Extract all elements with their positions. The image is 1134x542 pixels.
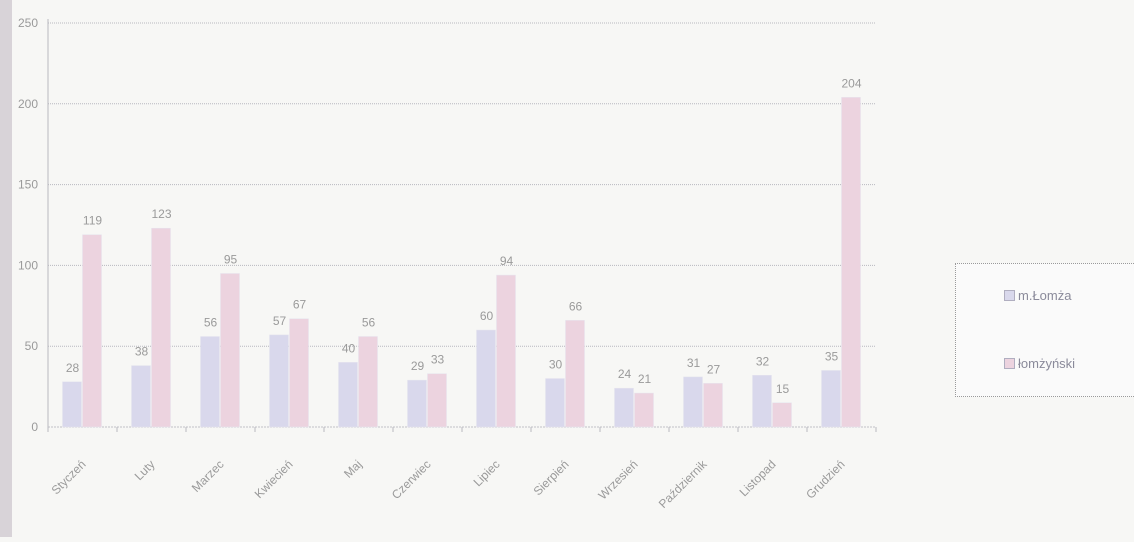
bar-series-2-5 xyxy=(427,373,447,428)
x-tick-label-0: Styczeń xyxy=(49,457,89,497)
data-label-series-2-4: 56 xyxy=(362,316,376,330)
bar-series-2-10 xyxy=(772,402,792,428)
bar-series-2-3 xyxy=(289,318,309,428)
y-tick-label-150: 150 xyxy=(18,178,38,192)
bar-series-1-6 xyxy=(476,329,496,428)
x-tick-label-1: Luty xyxy=(132,457,158,483)
x-tick-label-4: Maj xyxy=(341,457,365,481)
bar-series-2-2 xyxy=(220,273,240,428)
data-label-series-2-5: 33 xyxy=(431,353,445,367)
x-tick-label-10: Listopad xyxy=(737,457,779,499)
bar-series-1-9 xyxy=(683,376,703,428)
bar-series-1-2 xyxy=(200,336,220,428)
bar-series-1-11 xyxy=(821,370,841,428)
bar-series-1-7 xyxy=(545,378,565,428)
legend-item-series-2: łomżyński xyxy=(1004,356,1075,371)
legend-label-series-2: łomżyński xyxy=(1018,356,1076,371)
y-tick-label-50: 50 xyxy=(25,339,39,353)
bar-series-1-8 xyxy=(614,387,634,428)
data-label-series-1-4: 40 xyxy=(342,341,356,355)
data-label-series-2-11: 204 xyxy=(841,76,861,90)
y-tick-label-200: 200 xyxy=(18,97,38,111)
data-label-series-1-5: 29 xyxy=(411,359,425,373)
bar-series-1-4 xyxy=(338,362,358,428)
bar-series-2-1 xyxy=(151,227,171,428)
data-label-series-2-9: 27 xyxy=(707,362,721,376)
y-tick-label-250: 250 xyxy=(18,16,38,30)
bar-series-1-3 xyxy=(269,334,289,428)
x-tick-label-11: Grudzień xyxy=(803,457,847,501)
y-tick-label-100: 100 xyxy=(18,258,38,272)
bar-series-2-6 xyxy=(496,274,516,428)
page-edge-strip xyxy=(0,0,12,537)
bar-series-2-7 xyxy=(565,320,585,428)
data-label-series-1-9: 31 xyxy=(687,356,701,370)
data-label-series-1-11: 35 xyxy=(825,349,839,363)
data-label-series-2-0: 119 xyxy=(83,214,102,228)
legend-item-series-1: m.Łomża xyxy=(1004,288,1071,303)
bar-series-1-10 xyxy=(752,375,772,428)
data-label-series-1-7: 30 xyxy=(549,358,563,372)
bar-series-1-0 xyxy=(62,381,82,428)
data-label-series-1-3: 57 xyxy=(273,314,287,328)
bar-series-2-9 xyxy=(703,383,723,428)
legend-swatch-series-2 xyxy=(1004,358,1015,369)
bar-series-2-11 xyxy=(841,97,861,428)
bar-series-1-5 xyxy=(407,379,427,428)
data-label-series-2-3: 67 xyxy=(293,298,307,312)
data-label-series-2-2: 95 xyxy=(224,252,238,266)
legend-label-series-1: m.Łomża xyxy=(1018,288,1072,303)
data-label-series-1-1: 38 xyxy=(135,345,149,359)
data-label-series-1-8: 24 xyxy=(618,367,632,381)
x-tick-label-8: Wrzesień xyxy=(596,457,641,502)
bar-series-1-1 xyxy=(131,365,151,428)
x-tick-label-7: Sierpień xyxy=(531,457,572,498)
legend: m.Łomża łomżyński xyxy=(955,263,1134,397)
bar-series-2-0 xyxy=(82,234,102,428)
legend-swatch-series-1 xyxy=(1004,290,1015,301)
data-label-series-2-1: 123 xyxy=(151,207,171,221)
bar-series-2-4 xyxy=(358,336,378,428)
data-label-series-2-6: 94 xyxy=(500,254,514,268)
x-tick-label-6: Lipiec xyxy=(471,457,503,489)
x-tick-label-3: Kwiecień xyxy=(252,457,296,501)
data-label-series-2-7: 66 xyxy=(569,299,583,313)
x-tick-label-5: Czerwiec xyxy=(389,457,434,502)
data-label-series-2-8: 21 xyxy=(638,372,652,386)
data-label-series-1-0: 28 xyxy=(66,361,80,375)
data-label-series-1-6: 60 xyxy=(480,309,494,323)
x-tick-label-2: Marzec xyxy=(189,457,227,495)
y-tick-label-0: 0 xyxy=(31,420,38,434)
data-label-series-1-10: 32 xyxy=(756,354,770,368)
bar-series-2-8 xyxy=(634,392,654,428)
x-tick-label-9: Październik xyxy=(656,457,710,511)
data-label-series-1-2: 56 xyxy=(204,316,218,330)
data-label-series-2-10: 15 xyxy=(776,382,790,396)
